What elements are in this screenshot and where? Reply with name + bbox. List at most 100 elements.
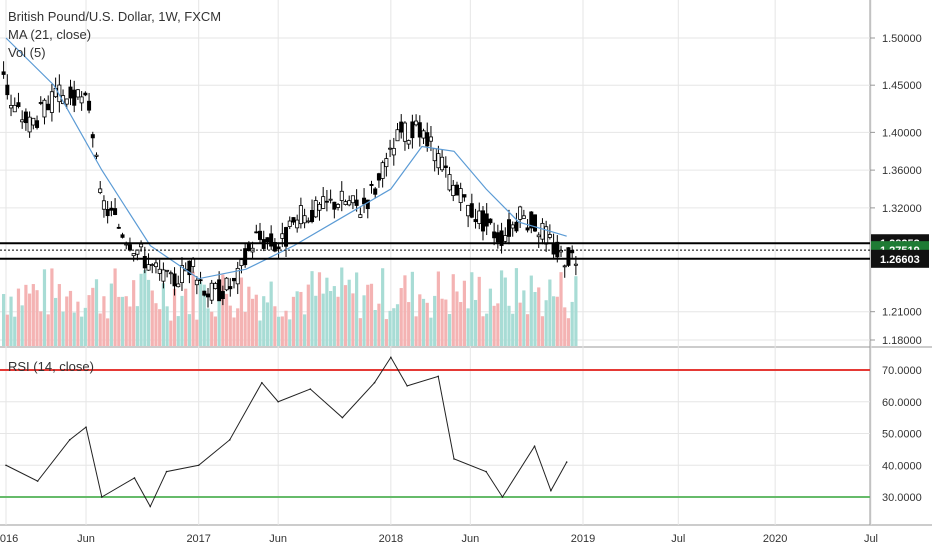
time-tick-label: 2019 [571, 533, 595, 545]
rsi-line [5, 356, 568, 508]
candle-body [358, 214, 363, 218]
volume-bar [459, 302, 463, 346]
candle-body [298, 205, 303, 225]
candle-body [94, 154, 99, 157]
time-tick-label: 2018 [379, 533, 403, 545]
time-tick-label: 2020 [763, 533, 787, 545]
volume-bar [120, 296, 125, 346]
candle-body [495, 232, 500, 243]
candle-body [410, 121, 415, 139]
volume-bar [195, 319, 199, 346]
candle-body [514, 221, 519, 232]
candle-body [239, 259, 244, 266]
candle-body [280, 233, 285, 239]
volume-bar [288, 319, 292, 346]
volume-bar [28, 293, 32, 346]
volume-bar [496, 303, 500, 346]
volume-bar [72, 312, 76, 346]
candle-body [399, 121, 404, 133]
candle-body [194, 279, 199, 286]
candle-body [562, 265, 567, 268]
rsi-tick-label: 60.0000 [882, 397, 922, 409]
candle-body [87, 100, 92, 111]
volume-bar [343, 285, 348, 346]
volume-bar [206, 308, 210, 346]
candle-body [443, 165, 448, 168]
volume-bar [455, 291, 459, 346]
candle-body [533, 214, 538, 232]
candle-body [440, 156, 445, 171]
volume-bar [139, 273, 143, 346]
volume-bar [503, 277, 507, 346]
volume-bar [518, 302, 522, 346]
price-tick-label: 1.32000 [882, 203, 922, 215]
candle-body [402, 122, 407, 142]
volume-bar [317, 272, 322, 346]
candle-body [421, 130, 426, 139]
rsi-tick-label: 30.0000 [882, 492, 922, 504]
candle-body [466, 204, 471, 217]
volume-bar [57, 284, 61, 346]
candle-body [365, 199, 370, 210]
volume-bar [369, 283, 374, 346]
volume-bar [492, 305, 496, 346]
volume-bar [514, 268, 519, 346]
candle-body [369, 183, 374, 186]
volume-bar [221, 274, 225, 346]
time-tick-label: 2016 [0, 533, 18, 545]
volume-bar [236, 308, 240, 346]
volume-bar [176, 316, 180, 346]
volume-bar [217, 291, 221, 346]
candle-body [49, 91, 54, 113]
volume-bar [50, 268, 54, 346]
candle-body [284, 227, 289, 247]
volume-bar [83, 307, 87, 346]
volume-bar [418, 294, 422, 346]
candle-body [328, 198, 333, 201]
volume-bar [321, 293, 325, 346]
volume-bar [525, 314, 530, 346]
candle-body [339, 190, 344, 201]
volume-bar [377, 303, 381, 346]
candle-body [473, 219, 478, 223]
volume-bar [537, 287, 541, 346]
rsi-point [437, 375, 440, 378]
volume-bar [284, 310, 288, 346]
volume-bar [559, 272, 563, 346]
volume-bar [499, 270, 504, 346]
price-tick-label: 1.45000 [882, 80, 922, 92]
volume-bar [340, 267, 344, 346]
price-tick-label: 1.18000 [882, 335, 922, 347]
rsi-point [533, 445, 536, 448]
candle-body [146, 264, 151, 271]
candle-body [269, 233, 274, 247]
rsi-point [565, 461, 568, 463]
volume-bar [310, 271, 314, 346]
rsi-tick-label: 50.0000 [882, 429, 922, 441]
volume-bar [522, 290, 526, 346]
volume-bar [35, 290, 39, 346]
rsi-point [453, 458, 455, 460]
volume-bar [76, 301, 80, 346]
candle-body [391, 147, 396, 156]
candle-body [432, 148, 437, 162]
volume-bar [198, 282, 203, 346]
rsi-point [101, 496, 103, 498]
candle-body [458, 188, 463, 203]
volume-bar [544, 300, 548, 346]
volume-bar [462, 280, 466, 346]
candle-body [406, 140, 411, 145]
volume-bar [303, 314, 307, 346]
volume-bar [265, 302, 270, 346]
volume-bar [429, 317, 433, 346]
candle-body [38, 102, 43, 104]
candle-body [354, 199, 359, 206]
candle-body [287, 220, 292, 227]
candle-body [521, 215, 526, 219]
rsi-point [228, 439, 231, 441]
candle-body [566, 247, 571, 266]
volume-bar [440, 298, 444, 346]
volume-bar [13, 316, 17, 346]
